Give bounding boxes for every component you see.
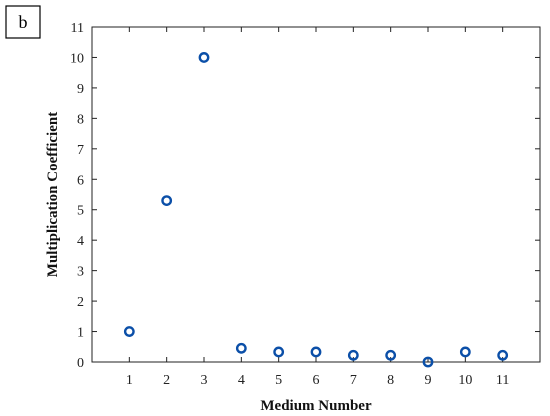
- y-tick-label: 11: [71, 21, 84, 36]
- x-tick-label: 2: [163, 373, 170, 388]
- x-tick-label: 9: [425, 373, 432, 388]
- y-tick-label: 1: [77, 326, 84, 341]
- x-tick-label: 6: [313, 373, 320, 388]
- x-tick-label: 7: [350, 373, 357, 388]
- y-tick-label: 9: [77, 82, 84, 97]
- y-tick-label: 0: [77, 356, 84, 371]
- y-tick-label: 5: [77, 204, 84, 219]
- data-point: [273, 346, 285, 358]
- plot-area: [91, 26, 541, 363]
- data-point: [235, 342, 247, 354]
- x-axis-title: Medium Number: [260, 398, 372, 414]
- x-tick-label: 4: [238, 373, 245, 388]
- y-axis: 0 1 2 3 4 5 6 7 8 9 10 11: [70, 21, 540, 371]
- x-tick-label: 1: [126, 373, 133, 388]
- y-tick-label: 6: [77, 173, 84, 188]
- panel-label-box: [5, 5, 41, 39]
- y-axis-title: Multiplication Coefficient: [45, 112, 61, 277]
- data-point: [161, 195, 173, 206]
- y-tick-label: 8: [77, 112, 84, 127]
- data-series: [123, 52, 509, 368]
- y-tick-label: 10: [70, 51, 84, 66]
- x-tick-label: 10: [458, 373, 472, 388]
- data-point: [198, 52, 210, 63]
- x-tick-label: 5: [275, 373, 282, 388]
- data-point: [347, 349, 359, 361]
- data-point: [422, 356, 434, 368]
- data-point: [123, 326, 135, 337]
- x-tick-label: 11: [496, 373, 509, 388]
- x-tick-label: 3: [201, 373, 208, 388]
- x-tick-label: 8: [387, 373, 394, 388]
- y-tick-label: 7: [77, 143, 84, 158]
- data-point: [459, 346, 471, 358]
- y-tick-label: 2: [77, 295, 84, 310]
- y-tick-label: 4: [77, 234, 84, 249]
- y-tick-label: 3: [77, 265, 84, 280]
- data-point: [497, 349, 509, 361]
- panel-label: b: [5, 5, 41, 39]
- data-point: [385, 349, 397, 361]
- panel-label-text: b: [19, 12, 28, 32]
- data-point: [310, 346, 322, 358]
